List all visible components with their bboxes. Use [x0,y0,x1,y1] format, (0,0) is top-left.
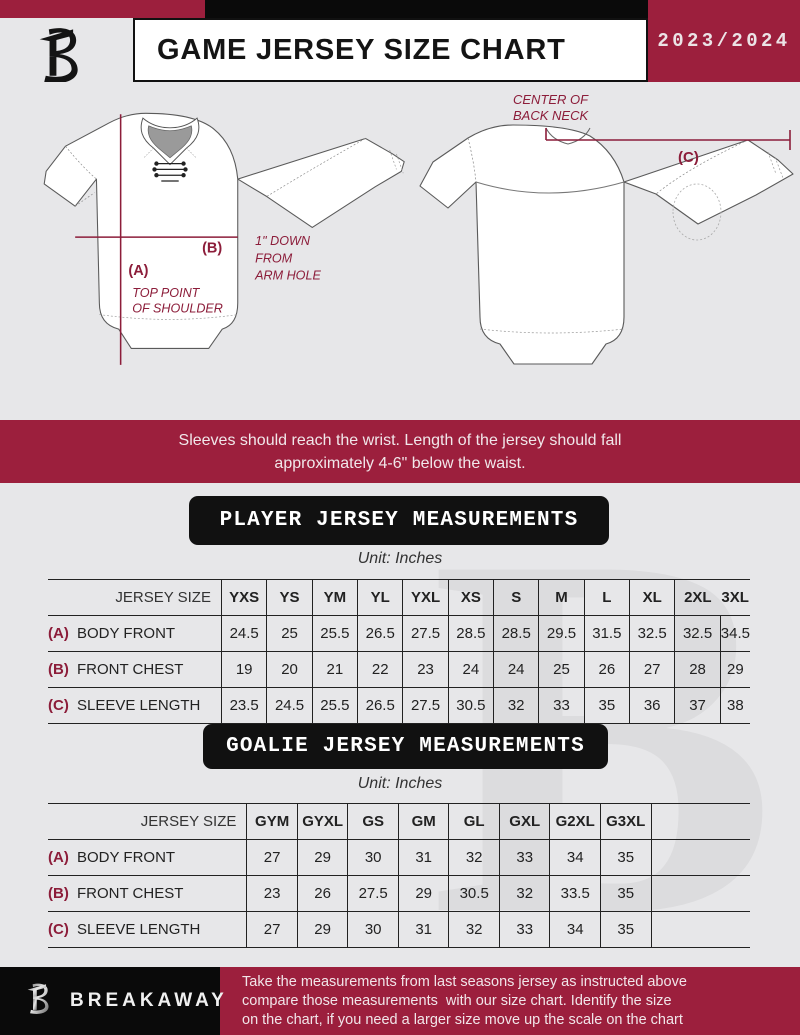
svg-text:(B): (B) [202,241,222,257]
svg-text:1" DOWN: 1" DOWN [255,234,311,248]
svg-text:BACK NECK: BACK NECK [513,108,589,123]
svg-text:(C): (C) [678,149,699,166]
svg-text:(A): (A) [128,263,148,279]
svg-text:OF SHOULDER: OF SHOULDER [132,302,223,316]
svg-text:FROM: FROM [255,251,293,265]
svg-text:TOP POINT: TOP POINT [132,286,200,300]
svg-text:ARM HOLE: ARM HOLE [254,269,321,283]
svg-text:CENTER OF: CENTER OF [513,92,589,107]
